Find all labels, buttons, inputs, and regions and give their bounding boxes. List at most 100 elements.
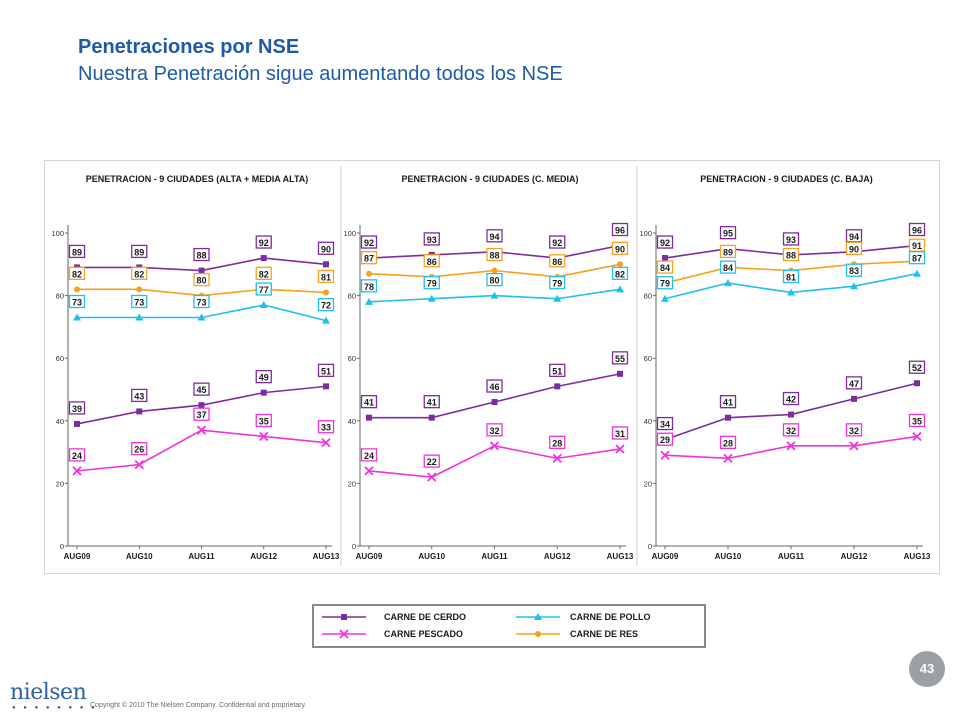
- chart-1-series-2-label-box-3: [549, 276, 566, 290]
- chart-2-series-2-label-0: 79: [660, 279, 670, 289]
- chart-1-series-0-label-0: 92: [364, 238, 374, 248]
- chart-0-xtick-label-1: AUG10: [126, 552, 153, 561]
- chart-1-series-2-point-4: [616, 285, 624, 293]
- chart-1-series-4-label-box-1: [423, 454, 440, 468]
- charts-panel: PENETRACION - 9 CIUDADES (ALTA + MEDIA A…: [44, 160, 940, 574]
- chart-0-series-1-label-box-3: [255, 266, 272, 280]
- chart-2-series-2-label-box-2: [782, 269, 800, 284]
- chart-0-series-3-label-box-4: [317, 363, 335, 378]
- chart-1-series-3-label-box-2: [486, 379, 503, 393]
- chart-2-series-2-point-4: [913, 269, 921, 277]
- chart-2-series-4-point-0: [660, 450, 670, 460]
- chart-0-series-4-point-3: [259, 431, 269, 442]
- chart-2-series-4-label-box-1: [719, 435, 737, 450]
- chart-1-series-0-label-box-4: [611, 222, 629, 237]
- chart-2-ytick-label-0: 0: [648, 542, 652, 551]
- chart-1-series-4-point-4: [615, 444, 625, 454]
- chart-legend: CARNE DE CERDO CARNE DE POLLO CARNE PESCAD…: [312, 604, 706, 648]
- chart-0-series-4-point-0: [72, 466, 82, 476]
- chart-2-series-3-label-0: 34: [660, 420, 670, 430]
- chart-0-series-3-point-4: [323, 383, 329, 390]
- chart-2-series-0-label-1: 95: [723, 229, 733, 239]
- chart-0-series-3-label-0: 39: [72, 404, 82, 414]
- chart-1-series-0-label-1: 93: [427, 235, 437, 245]
- chart-1-series-2-label-2: 80: [489, 276, 499, 286]
- legend-item-0-marker: [341, 614, 347, 620]
- chart-1-series-1-label-3: 86: [552, 257, 562, 267]
- chart-0-ytick-label-0: 0: [60, 542, 64, 551]
- chart-1-series-1-point-4: [617, 261, 623, 268]
- chart-1-series-4-point-2-b: [489, 441, 500, 451]
- chart-0-series-4-point-2: [196, 425, 207, 435]
- chart-0-series-2-label-box-0: [68, 294, 86, 309]
- chart-0-series-2-label-4: 72: [321, 301, 331, 311]
- chart-0-series-0-label-box-1: [131, 244, 148, 259]
- chart-0-series-1-label-box-4: [317, 269, 335, 284]
- chart-0-series-3-point-1: [136, 408, 143, 415]
- chart-0-series-0-label-box-4: [317, 241, 335, 255]
- chart-2-xtick-label-2: AUG11: [778, 552, 805, 561]
- legend-item-2: CARNE PESCADO: [322, 629, 463, 639]
- chart-2-series-0-label-box-1: [719, 226, 737, 240]
- chart-2-xtick-label-1: AUG10: [715, 552, 742, 561]
- chart-1-series-2-label-3: 79: [552, 279, 562, 289]
- chart-0-series-0-point-2: [198, 267, 205, 274]
- chart-2-series-2-label-box-3: [845, 263, 863, 277]
- chart-2-ytick-label-1: 20: [644, 479, 652, 488]
- chart-0-series-2-point-3: [259, 300, 268, 308]
- chart-0-series-0-label-box-0: [68, 244, 86, 259]
- chart-2-series-1-label-box-0: [656, 260, 674, 274]
- page-number-badge: 43: [909, 651, 945, 687]
- chart-1-series-3-label-box-3: [549, 363, 566, 378]
- chart-1-series-2-label-box-2: [486, 272, 503, 287]
- chart-0-series-2-point-1: [135, 313, 144, 321]
- chart-2-series-3-label-box-2: [782, 391, 800, 406]
- chart-1-series-4-label-box-0: [360, 448, 378, 462]
- chart-2-series-0-point-0: [662, 255, 668, 262]
- chart-1-ytick-label-2: 40: [348, 417, 356, 426]
- chart-0-ytick-label-5: 100: [51, 229, 64, 238]
- chart-0-series-0-label-1: 89: [134, 247, 144, 257]
- chart-1-series-2-label-1: 79: [427, 279, 437, 289]
- chart-0-series-4-point-3-b: [259, 431, 269, 442]
- chart-0-series-3-label-box-0: [68, 401, 86, 415]
- chart-1-series-2-label-0: 78: [364, 282, 374, 292]
- legend-item-0: CARNE DE CERDO: [322, 612, 466, 622]
- chart-2-series-0-label-box-4: [908, 222, 926, 237]
- legend-item-2-marker: [339, 629, 349, 639]
- chart-2-series-2-label-2: 81: [786, 272, 796, 282]
- chart-2-series-1-label-3: 90: [849, 244, 859, 254]
- chart-2-series-4-point-3: [849, 441, 859, 451]
- chart-2-series-4-label-4: 35: [912, 416, 922, 426]
- chart-0-series-2-label-2: 73: [196, 298, 206, 308]
- chart-1-series-4-label-box-2: [486, 423, 503, 437]
- chart-2-series-4-label-box-2: [782, 423, 800, 437]
- chart-1-series-1-label-0: 87: [364, 254, 374, 264]
- chart-2-series-4-label-3: 32: [849, 426, 859, 436]
- chart-1-series-4-line: [368, 445, 621, 478]
- chart-1-xtick-label-3: AUG12: [544, 552, 571, 561]
- chart-1-series-1-label-box-3: [549, 254, 566, 268]
- chart-1-series-3-label-3: 51: [552, 366, 562, 376]
- chart-0-series-2-label-0: 73: [72, 298, 82, 308]
- legend-item-3-label: CARNE DE RES: [570, 629, 638, 639]
- chart-0-series-3-label-2: 45: [196, 385, 206, 395]
- chart-1-series-4-point-3: [552, 453, 562, 463]
- chart-2-series-1-label-1: 89: [723, 247, 733, 257]
- chart-2-series-4-point-4-b: [912, 431, 922, 442]
- legend-item-0-label: CARNE DE CERDO: [384, 612, 466, 622]
- legend-item-1-label: CARNE DE POLLO: [570, 612, 651, 622]
- chart-0-series-4-label-1: 26: [134, 445, 144, 455]
- chart-1-series-3-point-2: [491, 399, 498, 406]
- chart-1-series-3-label-2: 46: [489, 382, 499, 392]
- chart-1-series-3-label-box-4: [611, 351, 629, 365]
- chart-2-series-1-label-4: 91: [912, 241, 922, 251]
- chart-2-series-4-label-1: 28: [723, 438, 733, 448]
- chart-1-series-0-label-3: 92: [552, 238, 562, 248]
- page-title: Penetraciones por NSE: [78, 36, 300, 58]
- chart-1-xtick-label-0: AUG09: [356, 552, 383, 561]
- chart-0-xtick-label-2: AUG11: [188, 552, 215, 561]
- chart-2-series-1-label-box-1: [719, 244, 737, 259]
- legend-svg: CARNE DE CERDO CARNE DE POLLO CARNE PESCAD…: [322, 612, 651, 639]
- chart-0-series-0-label-4: 90: [321, 244, 331, 254]
